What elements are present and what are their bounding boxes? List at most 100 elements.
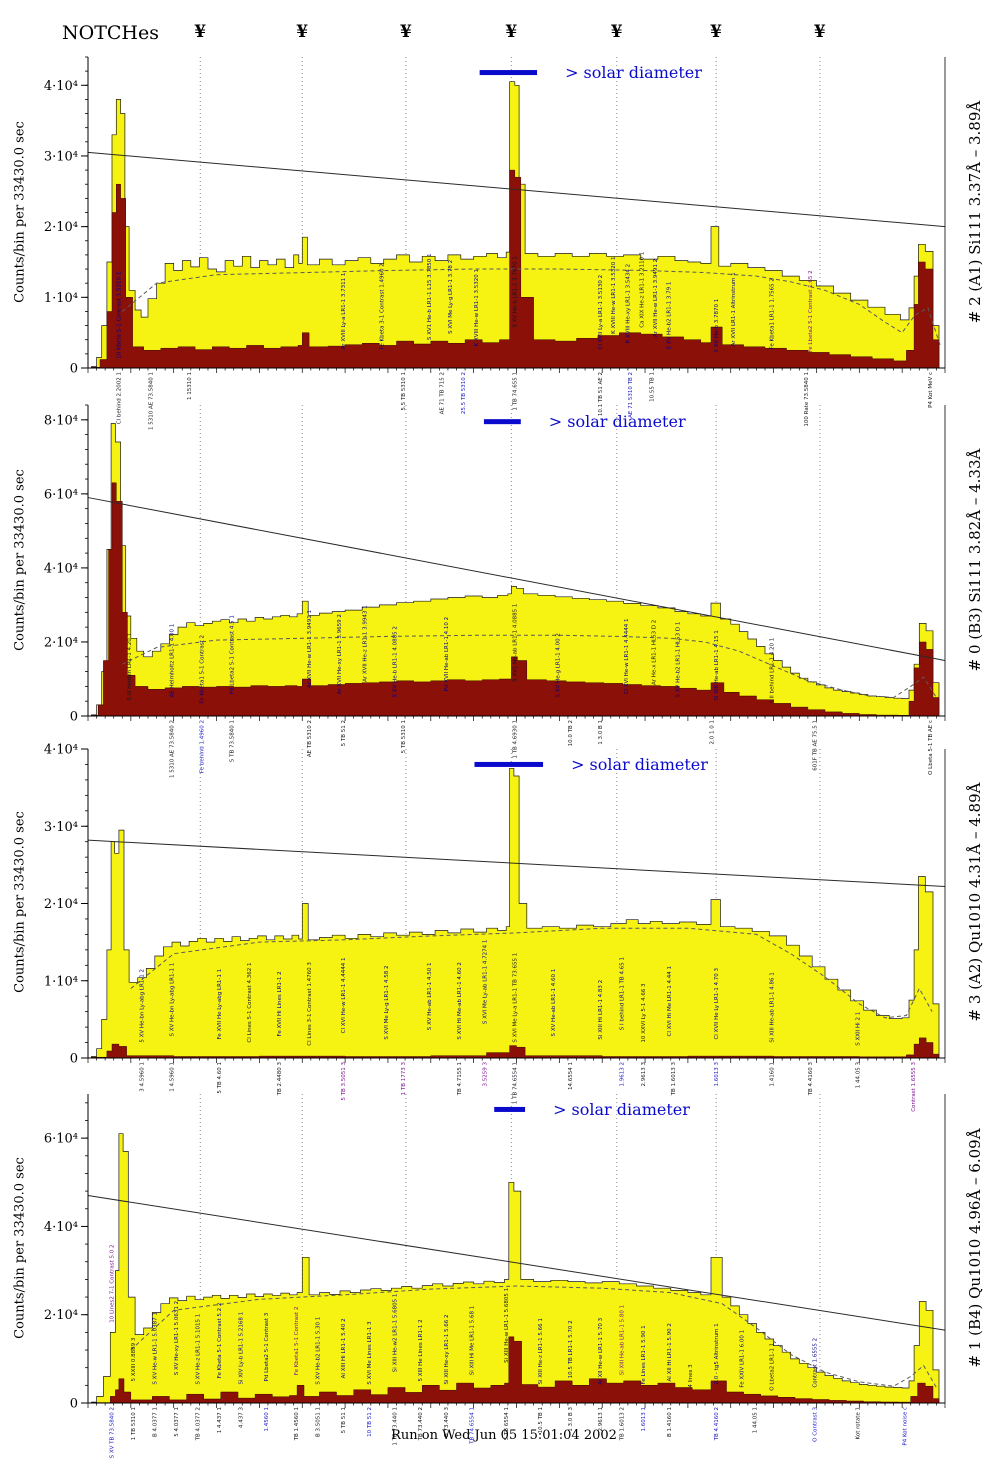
line-annotation: AE 71 TB 715 2 <box>440 372 446 414</box>
line-annotation: 1 TB 1773 3 <box>401 1062 407 1096</box>
line-annotation: 1 5310 AE 73.5840 2 <box>170 720 176 778</box>
line-annotation: Contrast 1.6555 3 <box>911 1062 917 1112</box>
line-annotation: 1 4.437 1 <box>217 1407 223 1433</box>
line-annotation: S XV He-b LR1-1 4.0885 2 <box>393 626 399 697</box>
line-annotation: S XV1 He-ab LR1-1 4.0885 1 <box>513 604 519 682</box>
channel-label-panel-4: # 1 (B4) Qu1010 4.96Å – 6.09Å <box>966 1128 984 1368</box>
line-annotation: Si XIII He-ab LR1-1 5.80 1 <box>620 1305 626 1375</box>
line-annotation: Fe Kbeta1 LR1-1 1.7565 2 <box>770 278 776 349</box>
line-annotation: 1 TB 73.440 1 <box>393 1407 399 1446</box>
line-annotation: Al XII Hi LR1-1 5.90 2 <box>667 1323 673 1381</box>
line-annotation: Si XIII He-w2 LR1-1 5.6805 1 <box>393 1294 399 1373</box>
envelope-dashed-curve <box>122 634 937 699</box>
line-annotation: Ca XIX He-z LR1-1 3.2110 1 <box>639 252 645 328</box>
line-annotation: AE TB 5310 2 <box>307 720 313 757</box>
line-annotation: O Contrast 3 <box>812 1407 818 1442</box>
line-annotation: Cl Lines 5-1 Contrast 4.362 1 <box>247 962 253 1042</box>
line-annotation: S XV He-ab LR1-1 4.50 1 <box>427 963 433 1031</box>
line-annotation: Fe Lines LR1-1 5.90 1 <box>641 1325 647 1384</box>
line-annotation: S XV He-xy LR1-1 5.0631 2 <box>174 1301 180 1375</box>
line-annotation: 5 XIII He Lines LR1-1 2 <box>418 1319 424 1381</box>
line-annotation: AE Helmholtz LR1-1 4.00 1 <box>170 624 176 698</box>
line-annotation: Cl XVII He Ly LR1-1 4.70 3 <box>714 967 720 1039</box>
line-annotation: Fe XVII Hi Lines LR1-1 2 <box>277 971 283 1036</box>
line-annotation: 5 TB 3.5051 3 <box>341 1062 347 1101</box>
y-tick-label: 1·10⁴ <box>44 974 78 989</box>
line-annotation: Cl Lines 3-1 Contrast 1.4760 3 <box>307 962 313 1046</box>
line-annotation: Pd Lbeta2 5-1 Contrast 4.5 1 <box>230 615 236 694</box>
y-tick-label: 4·10⁴ <box>44 1220 78 1235</box>
line-annotation: 10 TB 51 2 <box>367 1407 373 1437</box>
notch-symbol: ¥ <box>194 22 207 42</box>
spectrum-histogram <box>91 767 940 1059</box>
line-annotation: S XV He-b LR1-1 3.7870 1 <box>513 256 519 327</box>
line-annotation: Cl XVI He-w LR1-1 4.4444 1 <box>624 618 630 694</box>
line-annotation: 10.5 TB LR1-1 5.70 2 <box>568 1320 574 1378</box>
line-annotation: 2.0 1 0 1 <box>710 720 716 745</box>
line-annotation: 1 TB 74.655 1 <box>513 372 519 411</box>
channel-label-panel-2: # 0 (B3) Si111 3.82Å – 4.33Å <box>966 448 984 672</box>
line-annotation: Si XIII He-w LR1-1 5.6805 1 <box>504 1288 510 1363</box>
line-annotation: K XVIII He-w LR1-1 3.5320 1 <box>474 269 480 346</box>
line-annotation: TB 1.4560 1 <box>294 1407 300 1441</box>
background-trend-line <box>87 1195 946 1331</box>
line-annotation: 601F TB AE 75.5 1 <box>812 720 818 771</box>
line-annotation: 3.5259 3 <box>483 1062 489 1087</box>
line-annotation: TB 4.4160 2 <box>714 1407 720 1441</box>
line-annotation: Pd Lbeta2 5-1 Contrast 3 <box>264 1312 270 1381</box>
line-annotation: TB 4.0377 2 <box>195 1407 201 1441</box>
line-annotation: 2.0 - tg5 Altrinstrum 1 <box>714 1323 720 1384</box>
solar-diameter-label: > solar diameter <box>571 755 708 774</box>
line-annotation: 10 Lines2 7-1 Contrast 5.0 2 <box>110 1244 116 1322</box>
line-annotation: Si XIII Hi Me LR1-1 5.68 1 <box>470 1306 476 1376</box>
y-tick-label: 0 <box>70 710 78 725</box>
background-trend-line <box>87 497 946 661</box>
line-annotation: 1.6013 3 <box>714 1062 720 1087</box>
line-annotation: 25.5 TB 5310 2 <box>461 372 467 414</box>
background-histogram <box>91 1336 940 1404</box>
line-annotation: Ar XVII He-w LR1-1 3.9491 2 <box>653 259 659 337</box>
line-annotation: 3 4.5960 1 <box>140 1062 146 1092</box>
y-axis-label-panel-1: Counts/bin per 33430.0 sec <box>12 121 28 303</box>
solar-diameter-bar <box>494 1106 526 1112</box>
solar-diameter-bar <box>479 70 538 76</box>
notch-symbol: ¥ <box>296 22 309 42</box>
solar-diameter-label: > solar diameter <box>565 63 702 82</box>
line-annotation: Pd XVII He-ab LR1-1 4.10 2 <box>444 617 450 691</box>
line-annotation: S III hidden LR1-1 4.20 1 <box>127 633 133 701</box>
line-annotation: S XVI Me Ly-g LR1-1 4.58 2 <box>384 965 390 1039</box>
line-annotation: 10 XXVI Ly 5-1 4.66 3 <box>641 983 647 1043</box>
line-annotation: 1.6013 1 <box>641 1407 647 1432</box>
line-annotation: S XV1 He-b LR1-1 L15 3.7850 1 <box>427 253 433 340</box>
y-axis-label-panel-2: Counts/bin per 33430.0 sec <box>12 469 28 651</box>
line-annotation: S XV He-b2 LR1-1 5.30 1 <box>315 1317 321 1385</box>
line-annotation: TB 2.4480 3 <box>277 1062 283 1097</box>
line-annotation: 10.5 TB 1 <box>538 1407 544 1433</box>
y-tick-label: 6·10⁴ <box>44 1132 78 1147</box>
line-annotation: K XVIII He-xy LR1-1 3.5434 2 <box>626 264 632 343</box>
envelope-dashed-curve <box>121 268 942 347</box>
line-annotation: 4.437 3 <box>238 1407 244 1428</box>
line-annotation: O Lbeta2 LR1-1 1 <box>770 1343 776 1391</box>
line-annotation: Cl XVII Ly-a LR1-1 3.5130 2 <box>598 275 604 350</box>
line-annotation: B 4.0377 1 <box>153 1407 159 1437</box>
y-tick-label: 4·10⁴ <box>44 561 78 576</box>
line-annotation: 5 TB 5310 1 <box>401 720 407 753</box>
y-axis-label-panel-4: Counts/bin per 33430.0 sec <box>12 1157 28 1339</box>
line-annotation: 10.1 TB 51 AE 2 <box>598 372 604 416</box>
y-tick-label: 0 <box>70 362 78 377</box>
line-annotation: 1 15310 1 <box>187 372 193 400</box>
line-annotation: 1.4560 1 <box>264 1407 270 1432</box>
line-annotation: Al XIII Hi LR1-1 5.40 2 <box>341 1318 347 1378</box>
line-annotation: B 73.440 3 <box>444 1407 450 1438</box>
line-annotation: AE 71 5310 TB 2 <box>628 372 634 418</box>
notch-symbol: ¥ <box>399 22 412 42</box>
line-annotation: Fe Kbeta1 5-1 Contrast 2 <box>294 1307 300 1376</box>
line-annotation: Fe Kbeta1 5-1 Contrast 2 <box>200 635 206 704</box>
line-annotation: 5 TB 73.5840 1 <box>230 720 236 762</box>
notch-symbol: ¥ <box>813 22 826 42</box>
line-annotation: Ar XVII He-w LR1-1 3.9491 1 <box>307 610 313 688</box>
y-tick-label: 6·10⁴ <box>44 487 78 502</box>
